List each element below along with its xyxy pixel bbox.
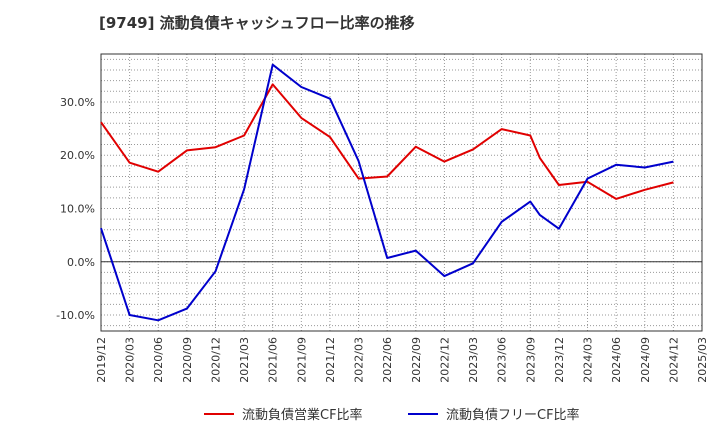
x-tick-labels: 2019/12 2020/03 2020/06 2020/09 2020/12 2021/… xyxy=(95,337,709,383)
legend-label: 流動負債営業CF比率 xyxy=(242,407,363,423)
x-tick-label: 2024/12 xyxy=(667,337,680,383)
x-tick-label: 2020/06 xyxy=(152,337,165,383)
x-tick-label: 2020/03 xyxy=(124,337,137,383)
y-tick-label: 30.0% xyxy=(60,96,95,109)
x-tick-label: 2024/06 xyxy=(610,337,623,383)
x-tick-label: 2022/03 xyxy=(353,337,366,383)
series-lines xyxy=(100,63,674,322)
y-tick-label: 0.0% xyxy=(67,256,95,269)
x-tick-label: 2021/06 xyxy=(267,337,280,383)
x-tick-label: 2022/12 xyxy=(438,337,451,383)
x-tick-label: 2025/03 xyxy=(696,337,709,383)
x-tick-label: 2024/09 xyxy=(639,337,652,383)
x-tick-label: 2021/12 xyxy=(324,337,337,383)
x-tick-label: 2023/09 xyxy=(524,337,537,383)
x-tick-label: 2023/12 xyxy=(553,337,566,383)
y-tick-labels: -10.0% 0.0% 10.0% 20.0% 30.0% xyxy=(56,96,95,322)
grid-lines xyxy=(100,54,703,331)
y-tick-label: -10.0% xyxy=(56,309,95,322)
x-tick-label: 2020/09 xyxy=(181,337,194,383)
series-line-1 xyxy=(100,83,674,200)
axes xyxy=(100,53,703,332)
plot-frame xyxy=(100,53,703,332)
y-tick-label: 20.0% xyxy=(60,149,95,162)
x-tick-label: 2021/09 xyxy=(295,337,308,383)
chart-title: [9749] 流動負債キャッシュフロー比率の推移 xyxy=(99,14,415,32)
x-tick-label: 2021/03 xyxy=(238,337,251,383)
y-tick-label: 10.0% xyxy=(60,202,95,215)
x-tick-label: 2023/03 xyxy=(467,337,480,383)
x-tick-label: 2023/06 xyxy=(496,337,509,383)
x-tick-label: 2024/03 xyxy=(582,337,595,383)
x-tick-label: 2022/09 xyxy=(410,337,423,383)
x-tick-label: 2019/12 xyxy=(95,337,108,383)
x-tick-label: 2022/06 xyxy=(381,337,394,383)
series-line-2 xyxy=(100,63,674,322)
legend: 流動負債営業CF比率 流動負債フリーCF比率 xyxy=(204,407,580,423)
x-tick-label: 2020/12 xyxy=(209,337,222,383)
legend-label: 流動負債フリーCF比率 xyxy=(446,407,580,423)
